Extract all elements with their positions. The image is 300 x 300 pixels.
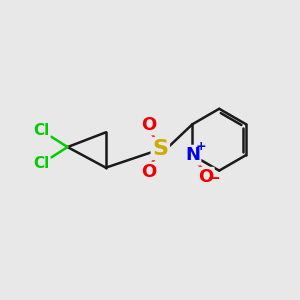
Text: O: O	[141, 163, 156, 181]
Text: O: O	[198, 168, 213, 186]
Text: S: S	[152, 139, 168, 158]
Text: −: −	[208, 171, 220, 186]
Text: O: O	[141, 116, 156, 134]
Text: N: N	[185, 146, 200, 164]
Text: Cl: Cl	[33, 156, 49, 171]
Text: Cl: Cl	[33, 123, 49, 138]
Text: +: +	[195, 140, 206, 153]
